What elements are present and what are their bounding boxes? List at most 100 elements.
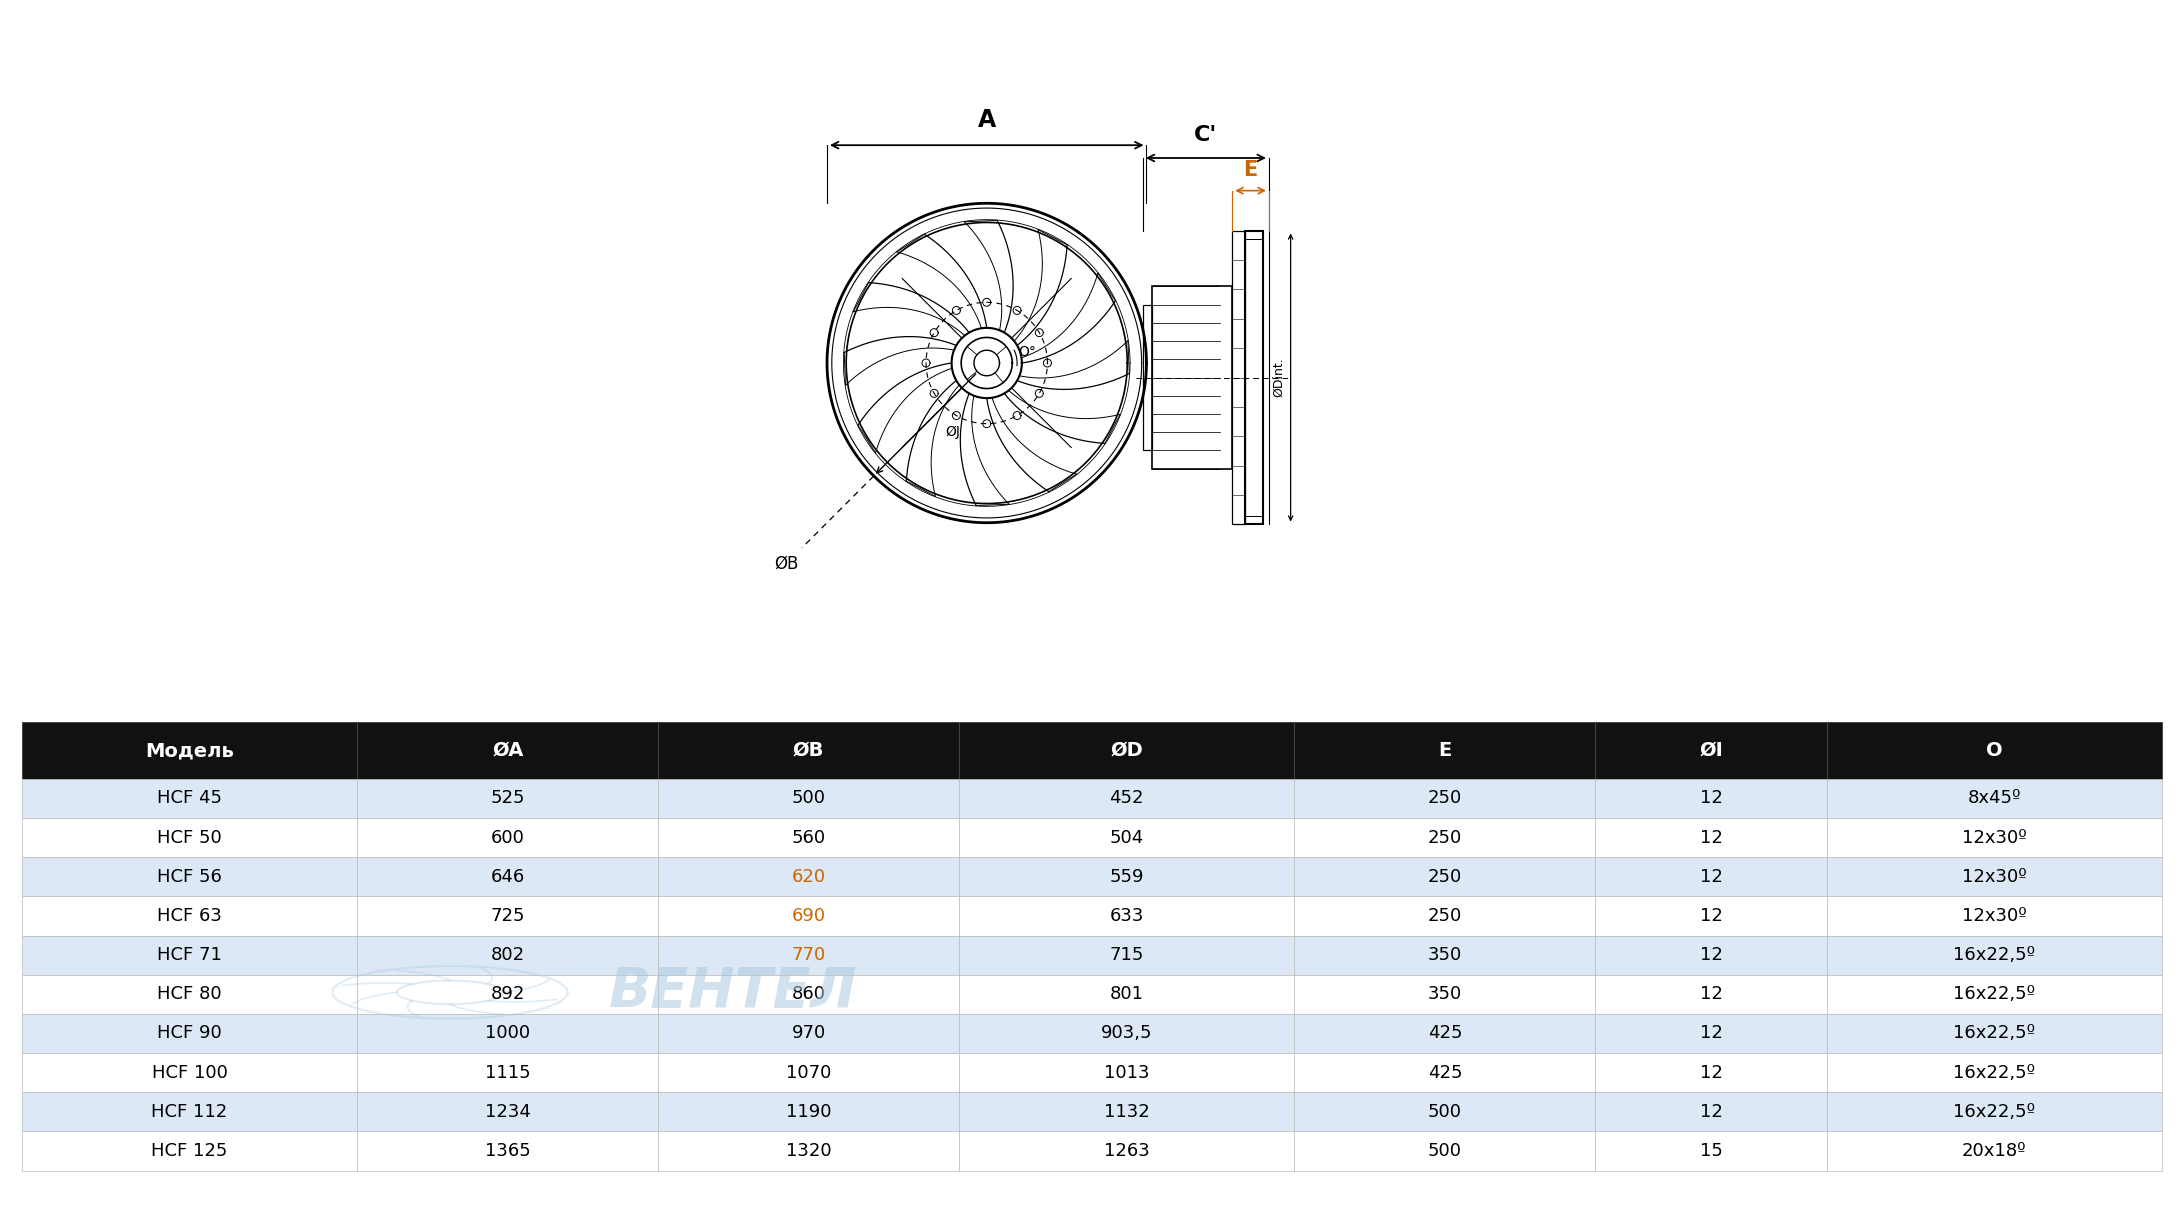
Text: 559: 559 [1109,868,1144,886]
Bar [657,1093,959,1131]
Text: 12x30º: 12x30º [1961,908,2027,924]
Bar [959,1131,1295,1170]
Bar [1826,897,2162,935]
Text: 12x30º: 12x30º [1961,868,2027,886]
Bar [22,857,358,897]
Bar [22,1131,358,1170]
Text: 1263: 1263 [1103,1142,1149,1160]
Text: 560: 560 [791,829,826,847]
Text: HCF 63: HCF 63 [157,908,223,924]
Bar [1594,1053,1826,1093]
Bar [1594,1131,1826,1170]
Bar [657,1053,959,1093]
Bar [1826,1014,2162,1053]
Bar [959,1014,1295,1053]
Text: 250: 250 [1428,868,1461,886]
Text: E: E [1439,741,1452,760]
Text: 903,5: 903,5 [1101,1025,1153,1043]
Text: 500: 500 [1428,1142,1461,1160]
Bar [657,857,959,897]
Bar [657,779,959,818]
Bar [1295,1131,1594,1170]
Bar [1295,1093,1594,1131]
Bar [22,975,358,1014]
Text: 250: 250 [1428,829,1461,847]
Bar [1142,305,1153,450]
Bar [358,722,657,779]
Text: 12: 12 [1699,1064,1723,1082]
Text: 770: 770 [791,946,826,964]
Text: 715: 715 [1109,946,1144,964]
Text: ØB: ØB [793,741,823,760]
Text: 1013: 1013 [1103,1064,1149,1082]
Text: HCF 50: HCF 50 [157,829,223,847]
Text: 525: 525 [491,789,524,807]
Text: 12: 12 [1699,829,1723,847]
Bar [1826,1131,2162,1170]
Text: 16x22,5º: 16x22,5º [1952,985,2035,1003]
Bar [657,935,959,975]
Text: HCF 125: HCF 125 [151,1142,227,1160]
Text: 1115: 1115 [485,1064,531,1082]
Bar [657,1014,959,1053]
Bar [1232,231,1245,524]
Text: 500: 500 [791,789,826,807]
Bar [1826,722,2162,779]
Text: 1365: 1365 [485,1142,531,1160]
Text: 620: 620 [791,868,826,886]
Bar [657,818,959,857]
Text: HCF 112: HCF 112 [151,1102,227,1120]
Text: 1234: 1234 [485,1102,531,1120]
Text: 1000: 1000 [485,1025,531,1043]
Bar [1826,857,2162,897]
Bar [657,1131,959,1170]
Bar [1295,935,1594,975]
Text: 425: 425 [1428,1064,1461,1082]
Text: 892: 892 [491,985,524,1003]
Text: 801: 801 [1109,985,1144,1003]
Bar [1295,897,1594,935]
Text: 500: 500 [1428,1102,1461,1120]
Text: O°: O° [1018,345,1037,359]
Text: 12: 12 [1699,1025,1723,1043]
Text: 690: 690 [791,908,826,924]
Text: 16x22,5º: 16x22,5º [1952,1025,2035,1043]
Text: HCF 80: HCF 80 [157,985,223,1003]
Bar [959,818,1295,857]
Text: Модель: Модель [144,741,234,760]
Text: 16x22,5º: 16x22,5º [1952,1102,2035,1120]
Text: ØD: ØD [1109,741,1142,760]
Bar [959,975,1295,1014]
Bar [22,818,358,857]
Text: 802: 802 [491,946,524,964]
Text: 12: 12 [1699,868,1723,886]
Text: 16x22,5º: 16x22,5º [1952,1064,2035,1082]
Text: C': C' [1195,125,1216,145]
Bar [959,1093,1295,1131]
Text: HCF 56: HCF 56 [157,868,223,886]
Bar [1594,897,1826,935]
Bar [1826,779,2162,818]
Bar [1594,975,1826,1014]
Bar [22,935,358,975]
Bar [1295,722,1594,779]
Bar [959,897,1295,935]
Text: 350: 350 [1428,946,1461,964]
Bar [1594,857,1826,897]
Bar [1295,975,1594,1014]
Bar [959,935,1295,975]
Bar [1295,1053,1594,1093]
Text: HCF 90: HCF 90 [157,1025,223,1043]
Text: ØI: ØI [1699,741,1723,760]
Bar [1295,1014,1594,1053]
Text: 1320: 1320 [786,1142,832,1160]
Text: A: A [978,108,996,132]
Text: 12x30º: 12x30º [1961,829,2027,847]
Text: 12: 12 [1699,789,1723,807]
Bar [959,722,1295,779]
Bar [1826,1093,2162,1131]
Bar [657,722,959,779]
Bar [1826,975,2162,1014]
Bar [1245,231,1262,524]
Bar [657,975,959,1014]
